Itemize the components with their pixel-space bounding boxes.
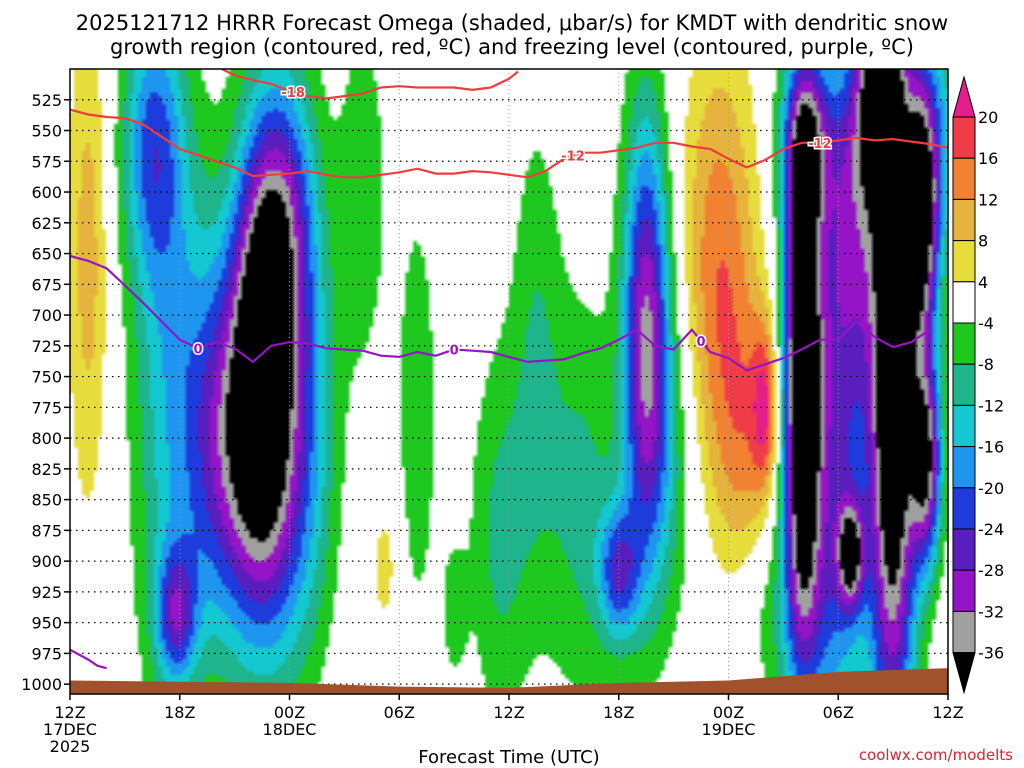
colorbar-high-arrow: [952, 75, 976, 118]
contour-label-purple-0-2: 0: [697, 335, 706, 350]
y-axis-ticks: 525 550 575 600 625 650 675 700 725 750 775 800 825 8…: [21, 91, 70, 694]
x-axis-title: Forecast Time (UTC): [418, 747, 599, 768]
colorbar-label-7: -12: [978, 396, 1004, 415]
x-tick-label-12-1: 18DEC: [263, 720, 317, 739]
x-tick-label-36-0: 00Z: [713, 703, 744, 722]
colorbar-bin--12--8: [952, 363, 976, 406]
colorbar-bin--36--32: [952, 610, 976, 654]
contour-purple-0-surface: [70, 648, 107, 670]
y-tick-label-775: 775: [31, 398, 62, 417]
chart-title-line1: 2025121712 HRRR Forecast Omega (shaded, …: [76, 11, 948, 35]
colorbar-label-3: 8: [978, 232, 988, 251]
colorbar-label-8: -16: [978, 438, 1004, 457]
gridlines: [70, 69, 948, 694]
colorbar-label-0: 20: [978, 108, 998, 127]
y-tick-label-925: 925: [31, 583, 62, 602]
contour-purple-0: [70, 254, 931, 372]
x-tick-label-42-0: 06Z: [823, 703, 854, 722]
colorbar-bin--16--12: [952, 404, 976, 448]
y-tick-label-825: 825: [31, 460, 62, 479]
colorbar: 20 16 12 8 4 -4 -8 -12 -16 -20 -24 -28 -32 -36: [952, 75, 1004, 695]
colorbar-label-5: -4: [978, 314, 994, 333]
colorbar-label-13: -36: [978, 644, 1004, 663]
colorbar-bin--4-4: [952, 281, 976, 324]
y-tick-label-875: 875: [31, 521, 62, 540]
colorbar-label-6: -8: [978, 355, 994, 374]
x-tick-label-12-0: 00Z: [274, 703, 305, 722]
terrain-fill: [70, 668, 948, 694]
y-tick-label-525: 525: [31, 91, 62, 110]
x-tick-label-6-0: 18Z: [164, 703, 195, 722]
y-tick-label-650: 650: [31, 245, 62, 264]
y-tick-label-975: 975: [31, 644, 62, 663]
y-tick-label-700: 700: [31, 306, 62, 325]
colorbar-bin--28--24: [952, 528, 976, 571]
y-tick-label-575: 575: [31, 152, 62, 171]
colorbar-bin--24--20: [952, 487, 976, 530]
contour-label-purple-0-1: 0: [450, 344, 459, 359]
x-tick-label-0-1: 17DEC: [43, 720, 97, 739]
contour-label-red-18-0: -18: [281, 86, 305, 101]
colorbar-label-12: -32: [978, 602, 1004, 621]
y-tick-label-900: 900: [31, 552, 62, 571]
colorbar-bin-4-8: [952, 240, 976, 283]
x-tick-label-30-0: 18Z: [603, 703, 634, 722]
contour-lines: -12 -12 -18 0 0 0: [70, 69, 948, 670]
contour-label-red-12-1: -12: [808, 137, 832, 152]
colorbar-label-2: 12: [978, 190, 998, 209]
colorbar-label-10: -24: [978, 520, 1004, 539]
y-tick-label-725: 725: [31, 337, 62, 356]
y-tick-label-950: 950: [31, 614, 62, 633]
colorbar-label-1: 16: [978, 149, 998, 168]
chart-title-line2: growth region (contoured, red, ºC) and f…: [110, 35, 914, 59]
colorbar-bin-8-12: [952, 198, 976, 242]
colorbar-label-11: -28: [978, 561, 1004, 580]
y-tick-label-675: 675: [31, 275, 62, 294]
colorbar-label-4: 4: [978, 273, 988, 292]
colorbar-bin-12-16: [952, 157, 976, 200]
y-tick-label-600: 600: [31, 183, 62, 202]
x-tick-label-0-0: 12Z: [54, 703, 85, 722]
y-tick-label-550: 550: [31, 122, 62, 141]
colorbar-bin--32--28: [952, 569, 976, 612]
x-tick-label-24-0: 12Z: [493, 703, 524, 722]
x-tick-label-48-0: 12Z: [932, 703, 963, 722]
x-tick-label-18-0: 06Z: [384, 703, 415, 722]
contour-label-red-12-0: -12: [561, 150, 585, 165]
x-tick-label-0-2: 2025: [50, 737, 91, 756]
y-tick-label-625: 625: [31, 214, 62, 233]
plot-area: -12 -12 -18 0 0 0: [70, 69, 948, 694]
y-tick-label-1000: 1000: [21, 675, 62, 694]
y-tick-label-750: 750: [31, 368, 62, 387]
x-tick-label-36-1: 19DEC: [702, 720, 756, 739]
colorbar-label-9: -20: [978, 479, 1004, 498]
contour-red-18: [221, 69, 519, 100]
credit-link[interactable]: coolwx.com/modelts: [859, 746, 1013, 764]
contour-red-12: [70, 108, 948, 179]
colorbar-low-arrow: [952, 652, 976, 695]
y-tick-label-800: 800: [31, 429, 62, 448]
colorbar-bin--8--4: [952, 322, 976, 365]
y-tick-label-850: 850: [31, 491, 62, 510]
contour-label-purple-0-0: 0: [194, 342, 203, 357]
colorbar-bin--20--16: [952, 446, 976, 489]
colorbar-bin-16-20: [952, 116, 976, 159]
